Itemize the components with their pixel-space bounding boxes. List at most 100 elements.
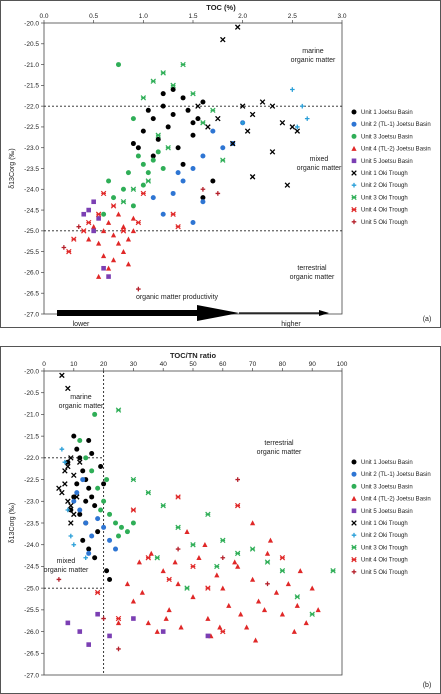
legend-marker [351, 520, 357, 526]
data-point [234, 550, 241, 557]
x-tick-label: 20 [100, 361, 108, 368]
data-point [91, 199, 96, 205]
data-point [295, 124, 300, 130]
data-point [140, 182, 146, 188]
data-point [264, 559, 271, 565]
data-point [160, 166, 166, 171]
legend-marker [351, 532, 357, 538]
data-point [210, 107, 216, 114]
data-point [124, 581, 131, 587]
x-tick-label: 2.5 [288, 13, 297, 20]
data-point [65, 620, 71, 626]
data-point [200, 153, 206, 159]
data-point [249, 174, 256, 180]
y-tick-label: -27.0 [24, 311, 39, 318]
x-tick-label: 0.5 [89, 13, 98, 20]
legend-marker [351, 206, 357, 213]
data-point [77, 455, 83, 461]
data-point [66, 248, 72, 255]
annotation-terrestrial: organic matter [290, 274, 335, 281]
chart-panel-a: 0.0 0.5 1.0 1.5 2.0 2.5 3.0 TOC (%) -20.0 -20.5 -2… [0, 0, 441, 328]
data-point [130, 116, 136, 122]
data-points [56, 372, 336, 652]
data-point [74, 490, 80, 496]
data-point [130, 507, 137, 513]
x-axis-title: TOC/TN ratio [170, 351, 217, 360]
data-point [113, 546, 119, 552]
data-point [220, 36, 226, 43]
data-point [220, 585, 226, 591]
data-point [145, 620, 151, 626]
data-point [291, 628, 297, 634]
data-point [95, 485, 101, 491]
scatter-chart-a: 0.0 0.5 1.0 1.5 2.0 2.5 3.0 TOC (%) -20.0 -20.5 -2… [9, 3, 432, 327]
data-point [100, 190, 107, 197]
annotation-mixed: organic matter [297, 165, 342, 172]
data-point [77, 511, 83, 517]
data-point [184, 585, 190, 591]
y-tick-label: -26.0 [24, 629, 39, 636]
data-point [309, 585, 315, 591]
data-point [279, 611, 285, 617]
legend-marker [351, 133, 357, 139]
data-point [71, 236, 77, 242]
x-tick-label: 80 [279, 361, 287, 368]
legend-label: Unit 4 (TL-2) Joetsu Basin [361, 497, 431, 503]
data-point [155, 132, 161, 138]
data-point [96, 216, 101, 221]
data-point [89, 533, 95, 539]
y-tick-label: -26.5 [24, 291, 39, 298]
data-point [155, 136, 161, 142]
data-point [240, 120, 245, 126]
data-point [220, 555, 226, 561]
data-point [101, 228, 107, 234]
data-point [190, 132, 196, 138]
y-tick-label: -20.0 [24, 20, 39, 27]
y-tick-label: -22.0 [24, 455, 39, 462]
data-point [71, 511, 77, 518]
legend-marker [351, 158, 357, 164]
legend: Unit 1 Joetsu Basin Unit 2 (TL-1) Joetsu … [351, 459, 431, 576]
data-point [74, 481, 80, 487]
data-point [175, 546, 181, 552]
data-point [273, 589, 280, 595]
data-point [116, 533, 121, 539]
data-point [83, 498, 89, 504]
data-point [86, 236, 92, 242]
data-point [299, 103, 305, 109]
data-point [107, 537, 113, 543]
panel-label: (a) [423, 316, 432, 323]
x-axis-title: TOC (%) [206, 3, 236, 12]
data-point [250, 576, 256, 582]
data-point [267, 537, 274, 543]
legend-label: Unit 4 (TL-2) Joetsu Basin [361, 147, 431, 153]
legend-marker [351, 182, 357, 188]
data-point [190, 594, 196, 600]
data-point [96, 273, 102, 279]
annotation-mixed: organic matter [44, 567, 89, 574]
data-point [130, 141, 136, 147]
annotation-marine: organic matter [59, 403, 104, 410]
legend-label: Unit 4 Oki Trough [361, 558, 408, 564]
data-point [120, 248, 127, 254]
data-point [71, 472, 77, 478]
data-point [252, 637, 259, 643]
data-point [131, 616, 136, 621]
data-point [170, 87, 176, 93]
data-point [65, 498, 71, 505]
y-tick-label: -24.5 [24, 207, 39, 214]
data-point [139, 589, 145, 595]
data-point [135, 145, 141, 151]
legend-label: Unit 5 Oki Trough [361, 220, 408, 226]
annotation-terrestrial: terrestrial [264, 440, 294, 447]
data-point [68, 507, 74, 513]
data-point [315, 607, 321, 613]
legend-marker [351, 471, 357, 477]
data-point [130, 476, 137, 483]
data-point [62, 468, 68, 474]
annotation-mixed: mixed [57, 558, 76, 565]
data-point [279, 568, 286, 574]
data-point [130, 520, 136, 526]
x-tick-label: 2.0 [238, 13, 247, 20]
data-point [115, 615, 122, 622]
